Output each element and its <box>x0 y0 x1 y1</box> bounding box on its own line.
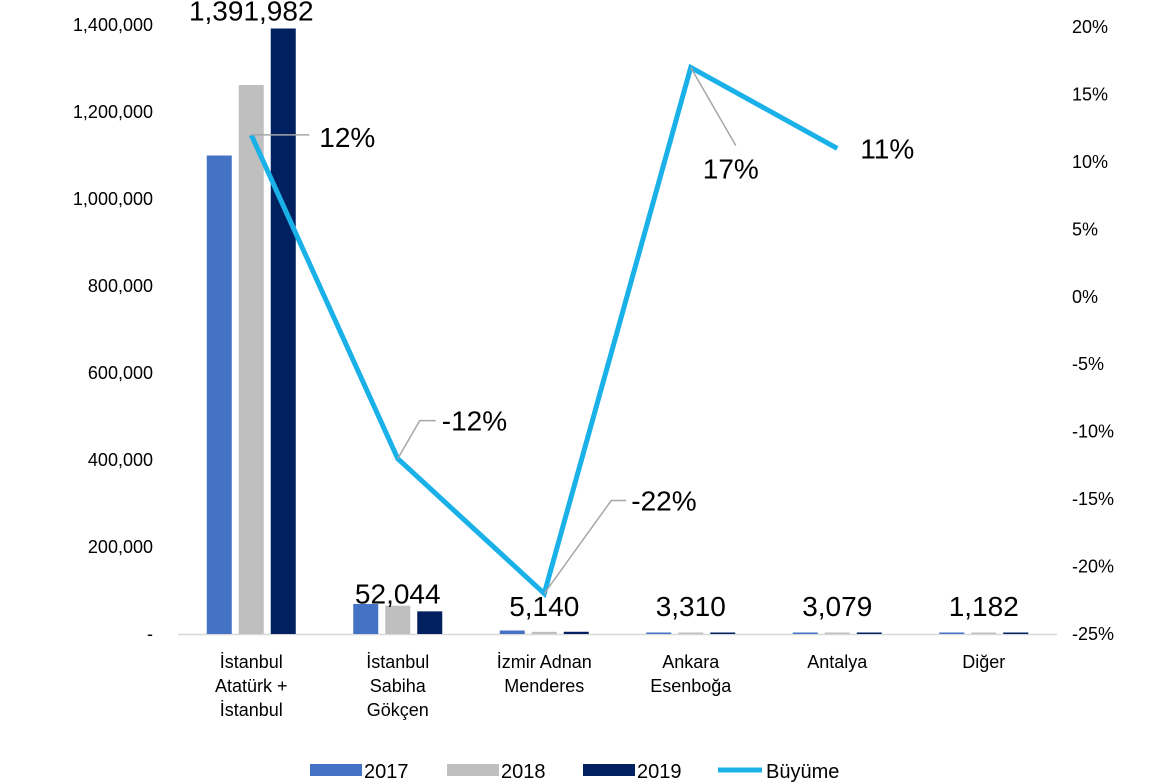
bar-2017 <box>499 630 525 634</box>
left-axis-tick-label: 1,000,000 <box>73 189 153 209</box>
bar-value-label: 1,391,982 <box>189 0 314 26</box>
growth-leader-line <box>397 419 436 460</box>
legend-label: Büyüme <box>766 761 839 783</box>
bar-2018 <box>385 605 411 634</box>
category-labels: İstanbul Atatürk + İstanbul İstanbul Sabiha G… <box>215 652 1005 720</box>
bar-2019 <box>856 632 882 634</box>
growth-value-label: -12% <box>442 406 507 437</box>
right-axis-tick-label: 20% <box>1072 17 1108 37</box>
bars <box>206 28 1029 634</box>
bar-2018 <box>824 632 850 634</box>
bar-value-label: 3,079 <box>802 591 872 622</box>
legend-label: 2019 <box>637 761 682 783</box>
category-label: Antalya <box>807 652 868 672</box>
bar-2017 <box>939 632 965 634</box>
bar-2019 <box>270 28 296 634</box>
legend-swatch-2018 <box>447 764 499 776</box>
bar-2018 <box>238 85 264 634</box>
left-axis: - 200,000 400,000 600,000 800,000 1,000,000 1,… <box>73 15 153 644</box>
category-label: İzmir Adnan <box>497 652 592 672</box>
growth-line-group: 12% -12% -22% 17% 11% <box>248 63 914 599</box>
right-axis-tick-label: 10% <box>1072 152 1108 172</box>
right-axis-tick-label: 15% <box>1072 84 1108 104</box>
bar-2018 <box>531 631 557 634</box>
bar-2018 <box>678 632 704 634</box>
bar-value-label: 1,182 <box>949 591 1019 622</box>
left-axis-tick-label: 1,400,000 <box>73 15 153 35</box>
category-label: Sabiha <box>370 676 427 696</box>
bar-value-label: 52,044 <box>355 578 441 609</box>
category-label: İstanbul <box>366 652 429 672</box>
right-axis-tick-label: -10% <box>1072 422 1114 442</box>
bar-2019 <box>563 631 589 634</box>
legend-swatch-2017 <box>310 764 362 776</box>
category-label: İstanbul <box>220 700 283 720</box>
bar-2018 <box>971 632 997 634</box>
left-axis-tick-label: 1,200,000 <box>73 102 153 122</box>
right-axis-tick-label: -20% <box>1072 557 1114 577</box>
bar-2017 <box>353 603 379 634</box>
growth-value-label: 11% <box>860 133 914 164</box>
category-label: Menderes <box>504 676 584 696</box>
category-label: İstanbul <box>220 652 283 672</box>
right-axis-tick-label: -5% <box>1072 354 1104 374</box>
left-axis-tick-label: 200,000 <box>88 537 153 557</box>
category-label: Gökçen <box>367 700 429 720</box>
growth-value-label: 17% <box>703 153 759 184</box>
right-axis: -25% -20% -15% -10% -5% 0% 5% 10% 15% 20% <box>1072 17 1114 644</box>
growth-value-label: -22% <box>631 486 696 517</box>
bar-2019 <box>710 632 736 634</box>
right-axis-tick-label: -15% <box>1072 489 1114 509</box>
growth-leader-line <box>543 499 627 594</box>
right-axis-tick-label: 5% <box>1072 219 1098 239</box>
left-axis-tick-label: 600,000 <box>88 363 153 383</box>
bar-value-label: 3,310 <box>656 591 726 622</box>
left-axis-tick-label: 800,000 <box>88 276 153 296</box>
left-axis-tick-label: - <box>147 624 153 644</box>
left-axis-tick-label: 400,000 <box>88 450 153 470</box>
bar-2019 <box>1003 632 1029 634</box>
legend-label: 2018 <box>501 761 546 783</box>
right-axis-tick-label: -25% <box>1072 624 1114 644</box>
growth-leader-line <box>690 67 737 146</box>
legend-label: 2017 <box>364 761 409 783</box>
bar-2017 <box>206 155 232 634</box>
bar-2019 <box>417 611 443 634</box>
category-label: Ankara <box>662 652 720 672</box>
category-label: Esenboğa <box>650 676 732 696</box>
legend: 2017 2018 2019 Büyüme <box>310 761 839 783</box>
bar-2017 <box>646 632 672 634</box>
category-label: Diğer <box>962 652 1005 672</box>
growth-value-label: 12% <box>319 122 375 153</box>
legend-swatch-2019 <box>583 764 635 776</box>
category-label: Atatürk + <box>215 676 288 696</box>
right-axis-tick-label: 0% <box>1072 287 1098 307</box>
bar-2017 <box>792 632 818 634</box>
